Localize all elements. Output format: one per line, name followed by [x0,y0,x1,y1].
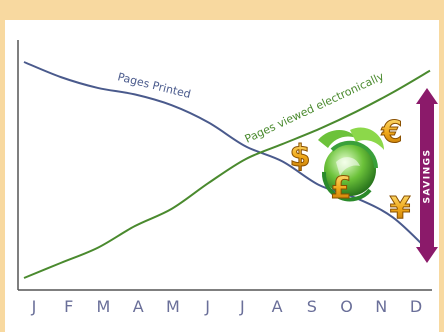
x-tick-label: A [272,297,283,316]
x-tick-label: A [133,297,144,316]
euro-icon: € [380,115,403,151]
recycle-globe-icon [318,127,384,202]
x-tick-label: J [204,297,210,316]
x-tick-label: F [64,297,73,316]
frame-top [0,0,444,20]
series-line-pages-viewed [23,69,431,279]
svg-text:£: £ [331,171,352,206]
savings-arrow: SAVINGS [416,88,438,263]
dollar-icon: $ [289,139,311,175]
x-tick-label: J [239,297,245,316]
yen-icon: ¥ [389,191,411,227]
savings-label: SAVINGS [423,148,433,203]
x-tick-label: M [166,297,180,316]
x-tick-label: N [375,297,387,316]
x-tick-label: O [340,297,353,316]
x-tick-label: J [31,297,37,316]
pound-icon: £ [330,171,352,207]
frame-right [439,0,444,332]
svg-text:€: € [381,115,403,150]
x-tick-label: M [97,297,111,316]
series-label-pages-printed: Pages Printed [116,70,192,101]
svg-text:¥: ¥ [390,191,411,226]
frame-left [0,0,5,332]
x-tick-label: S [307,297,317,316]
x-tick-label: D [410,297,422,316]
svg-text:$: $ [290,139,311,174]
